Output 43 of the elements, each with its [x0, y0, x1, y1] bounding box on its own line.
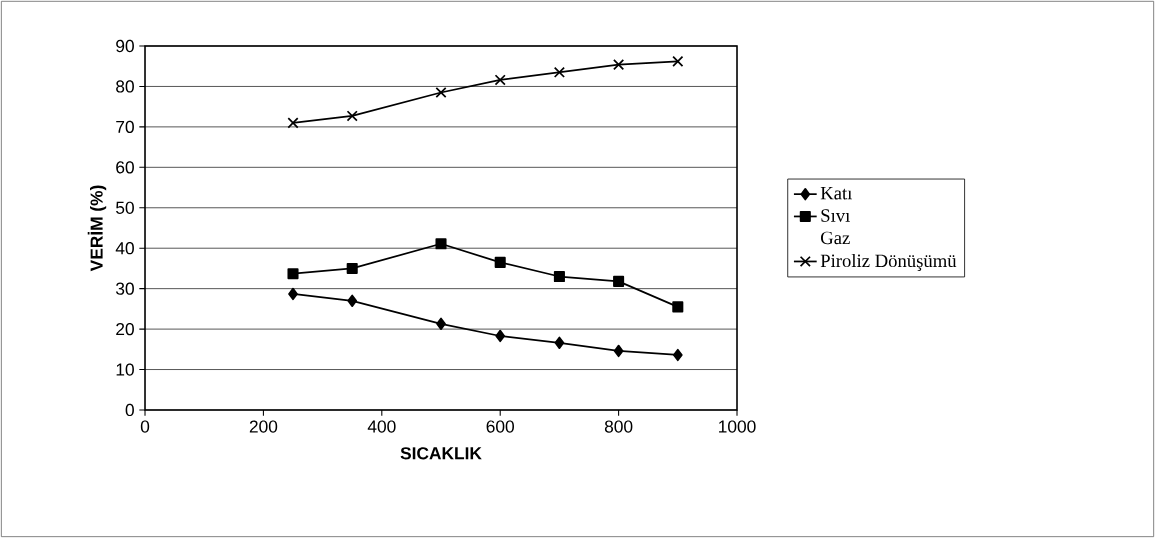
- point: [613, 275, 625, 287]
- x-tick-label: 400: [367, 420, 396, 433]
- point: [613, 59, 625, 71]
- point: [672, 55, 684, 67]
- point: [287, 117, 299, 129]
- x-tick-label: 600: [486, 420, 514, 433]
- y-tick-label: 20: [116, 322, 134, 336]
- point: [672, 348, 683, 362]
- x-tick-label: 200: [249, 420, 278, 433]
- point: [288, 287, 298, 301]
- x-tick-label: 1000: [719, 420, 756, 433]
- y-tick-label: 30: [116, 282, 134, 295]
- point: [347, 294, 358, 307]
- y-tick-label: 0: [125, 403, 134, 417]
- y-tick-label: 80: [116, 80, 134, 93]
- point: [435, 86, 447, 99]
- y-tick-label: 90: [116, 39, 134, 53]
- x-tick-label: 800: [604, 420, 633, 433]
- y-tick-label: 70: [116, 120, 134, 134]
- point: [613, 344, 624, 358]
- y-axis-title: VERİM (%): [87, 185, 107, 272]
- point: [554, 336, 565, 350]
- point: [436, 317, 446, 331]
- point: [495, 329, 506, 343]
- y-tick-label: 50: [116, 201, 134, 214]
- y-tick-label: 10: [116, 363, 134, 376]
- text: Gaz: [821, 231, 850, 245]
- y-tick-label: 60: [116, 161, 134, 174]
- legend-label: Piroliz Dönüşümü: [820, 253, 957, 271]
- legend-label: Katı: [820, 187, 853, 200]
- point: [553, 270, 565, 283]
- point: [435, 238, 447, 250]
- y-tick-label: 40: [115, 242, 134, 255]
- point: [346, 110, 358, 122]
- point: [553, 66, 565, 78]
- point: [672, 301, 684, 313]
- point: [494, 74, 506, 86]
- x-axis-title: SICAKLIK: [400, 447, 482, 460]
- x-tick-label: 0: [140, 420, 150, 433]
- point: [494, 256, 506, 268]
- point: [287, 268, 299, 280]
- legend-label: Sıvı: [821, 209, 850, 222]
- point: [346, 262, 358, 274]
